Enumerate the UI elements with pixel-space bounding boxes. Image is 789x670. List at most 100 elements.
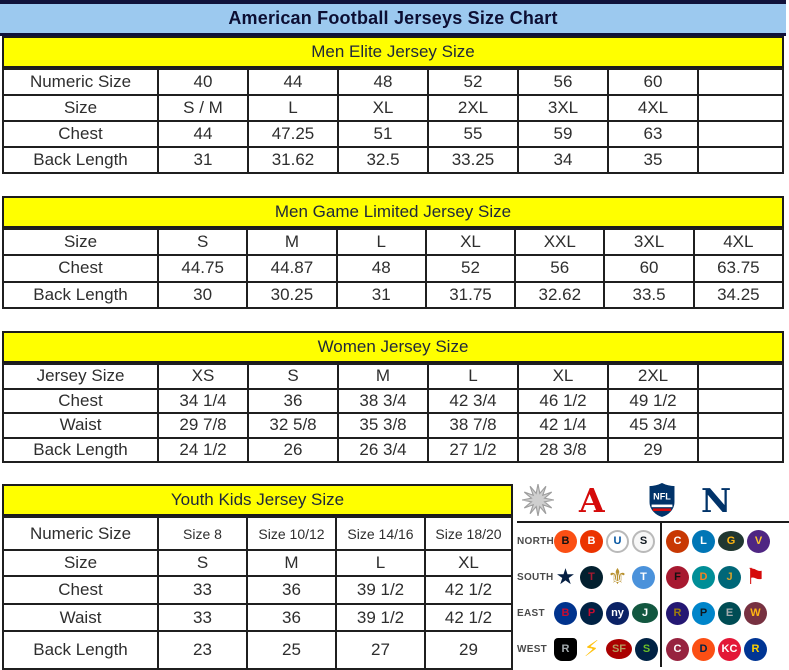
- row-label: Size: [2, 94, 159, 122]
- jets-logo-icon: J: [632, 603, 658, 623]
- nfl-shield-icon: NFL: [648, 481, 676, 523]
- starburst-icon: [521, 483, 555, 522]
- panthers-logo-icon: P: [692, 601, 715, 625]
- size-cell: 47.25: [247, 120, 339, 148]
- size-cell: 4XL: [607, 94, 699, 122]
- size-cell: 42 1/2: [424, 603, 513, 632]
- size-cell: 60: [607, 68, 699, 96]
- size-cell: 63: [607, 120, 699, 148]
- men-elite-table-grid: Numeric Size 40 44 48 52 56 60 Size S / M L XL 2XL 3…: [2, 68, 784, 174]
- row-label: Jersey Size: [2, 363, 159, 390]
- size-cell: XL: [337, 94, 429, 122]
- size-cell: L: [427, 363, 519, 390]
- division-label: WEST: [517, 643, 548, 655]
- row-label: Back Length: [2, 436, 159, 463]
- size-cell: 4XL: [692, 227, 785, 257]
- size-cell: [697, 387, 784, 414]
- table-row: Back Length 23 25 27 29: [2, 630, 513, 670]
- cowboys-logo-icon: ★: [555, 564, 576, 589]
- table-row: Waist 33 36 39 1/2 42 1/2: [2, 603, 513, 632]
- size-cell: 2XL: [607, 363, 699, 390]
- size-cell: 39 1/2: [335, 603, 426, 632]
- row-label: Size: [2, 549, 159, 577]
- size-cell: 25: [246, 630, 337, 670]
- size-cell: 27 1/2: [427, 436, 519, 463]
- row-label: Waist: [2, 412, 159, 439]
- size-cell: 32.5: [337, 146, 429, 174]
- men-game-limited-table-header: Men Game Limited Jersey Size: [2, 196, 784, 228]
- ravens-logo-icon: R: [666, 601, 689, 625]
- size-cell: S: [156, 227, 249, 257]
- afc-nfc-divider: [660, 521, 662, 667]
- row-label: Chest: [2, 575, 159, 605]
- size-cell: 2XL: [427, 94, 519, 122]
- youth-kids-table-header: Youth Kids Jersey Size: [2, 484, 513, 516]
- nfc-logo: N: [701, 481, 732, 520]
- size-cell: 36: [246, 575, 337, 605]
- row-label: Waist: [2, 603, 159, 632]
- table-row: Size S M L XL XXL 3XL 4XL: [2, 227, 785, 257]
- size-cell: 55: [427, 120, 519, 148]
- chiefs-logo-icon: KC: [718, 637, 741, 661]
- size-cell: L: [247, 94, 339, 122]
- size-cell: [697, 120, 784, 148]
- size-cell: 42 1/2: [424, 575, 513, 605]
- table-row: Chest 34 1/4 36 38 3/4 42 3/4 46 1/2 49 1/2: [2, 387, 784, 414]
- size-cell: M: [246, 549, 337, 577]
- buccaneers-logo-icon: ⚑: [745, 564, 766, 589]
- division-label: SOUTH: [517, 571, 554, 583]
- row-label: Chest: [2, 120, 159, 148]
- size-cell: [697, 363, 784, 390]
- size-cell: 45 3/4: [607, 412, 699, 439]
- table-row: Numeric Size 40 44 48 52 56 60: [2, 68, 784, 96]
- division-label: NORTH: [517, 535, 555, 547]
- size-cell: 38 7/8: [427, 412, 519, 439]
- raiders-logo-icon: R: [554, 637, 577, 661]
- men-elite-size-table: Men Elite Jersey Size Numeric Size 40 44 48…: [2, 36, 784, 174]
- table-row: Size S M L XL: [2, 549, 513, 577]
- row-label: Numeric Size: [2, 68, 159, 96]
- size-cell: XS: [157, 363, 249, 390]
- size-cell: 60: [603, 254, 695, 283]
- logo-header-divider: [517, 521, 789, 523]
- eagles-logo-icon: E: [718, 601, 741, 625]
- patriots-logo-icon: P: [580, 601, 603, 625]
- table-row: Numeric Size Size 8 Size 10/12 Size 14/16 Si…: [2, 516, 513, 551]
- size-cell: 63.75: [692, 254, 785, 283]
- vikings-logo-icon: V: [747, 529, 770, 553]
- size-cell: 33: [157, 603, 248, 632]
- division-label: EAST: [517, 607, 545, 619]
- size-cell: XXL: [514, 227, 606, 257]
- size-cell: 3XL: [603, 227, 695, 257]
- size-cell: Size 18/20: [424, 516, 513, 551]
- row-label: Chest: [2, 254, 159, 283]
- size-cell: 26 3/4: [337, 436, 429, 463]
- size-cell: 44.87: [246, 254, 338, 283]
- size-cell: 26: [247, 436, 339, 463]
- rams-logo-icon: R: [744, 637, 767, 661]
- titans-logo-icon: T: [632, 565, 655, 589]
- row-label: Back Length: [2, 146, 159, 174]
- cardinals-logo-icon: C: [666, 637, 689, 661]
- size-cell: Size 8: [157, 516, 248, 551]
- jaguars-logo-icon: J: [718, 565, 741, 589]
- size-cell: 44: [157, 120, 249, 148]
- size-cell: 59: [517, 120, 609, 148]
- size-cell: [697, 94, 784, 122]
- 49ers-logo-icon: SF: [606, 639, 632, 659]
- giants-logo-icon: ny: [606, 601, 629, 625]
- row-label: Back Length: [2, 630, 159, 670]
- division-row: NORTH B B U S C L G V: [517, 523, 789, 559]
- size-cell: 56: [517, 68, 609, 96]
- size-cell: [697, 68, 784, 96]
- size-cell: [697, 146, 784, 174]
- bears-logo-icon: C: [666, 529, 689, 553]
- size-cell: 29 7/8: [157, 412, 249, 439]
- size-cell: 27: [335, 630, 426, 670]
- size-cell: 56: [514, 254, 606, 283]
- logo-panel-header: A NFL N: [517, 480, 789, 521]
- size-cell: 31: [157, 146, 249, 174]
